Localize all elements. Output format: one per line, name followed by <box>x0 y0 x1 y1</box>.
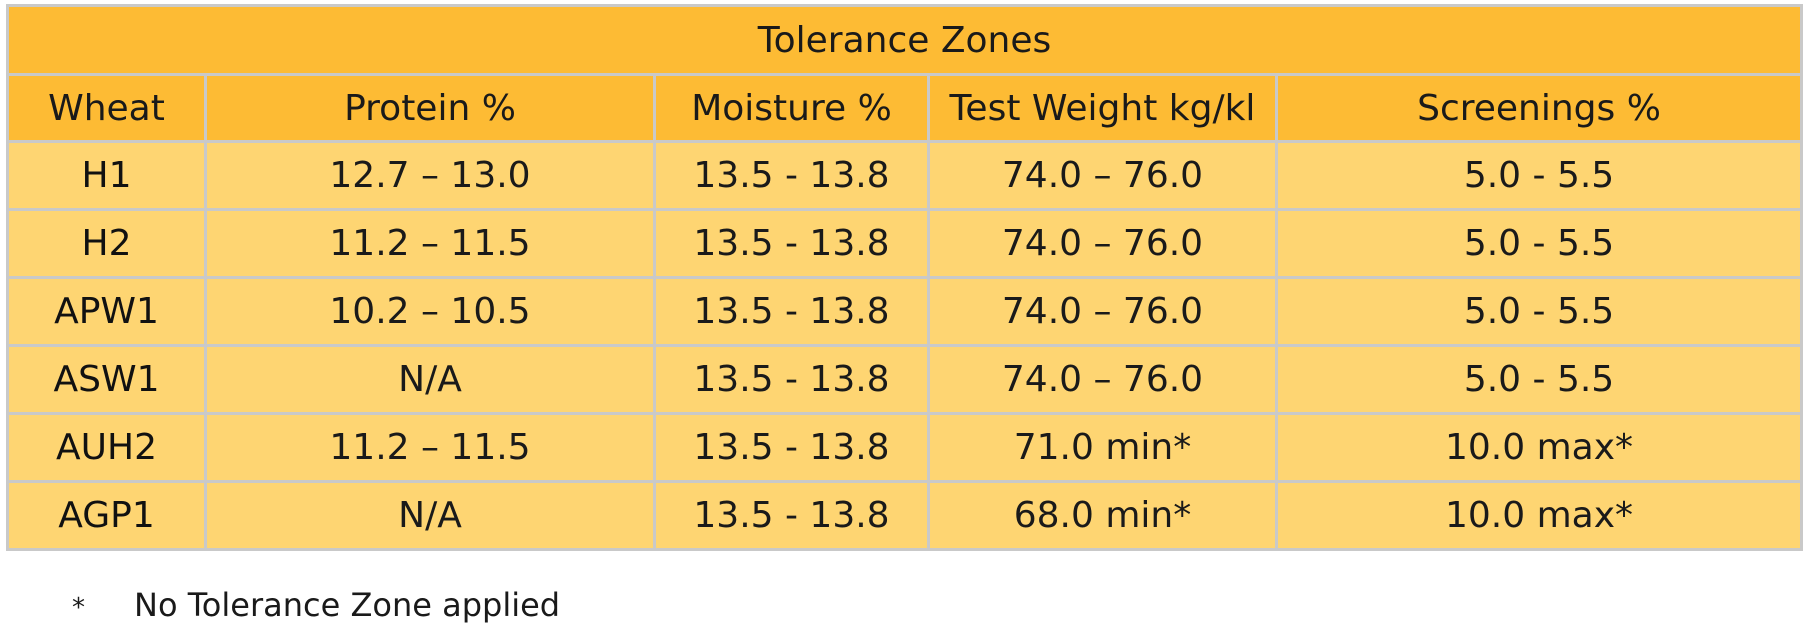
table-title: Tolerance Zones <box>5 4 1804 76</box>
screenings-cell: 5.0 - 5.5 <box>1274 276 1804 347</box>
moisture-cell: 13.5 - 13.8 <box>653 480 930 551</box>
table-row: AUH2 11.2 – 11.5 13.5 - 13.8 71.0 min* 1… <box>6 412 1804 483</box>
moisture-cell: 13.5 - 13.8 <box>653 140 930 211</box>
table-row: H2 11.2 – 11.5 13.5 - 13.8 74.0 – 76.0 5… <box>6 208 1804 279</box>
moisture-cell: 13.5 - 13.8 <box>653 412 930 483</box>
table-title-row: Tolerance Zones <box>5 4 1804 76</box>
table-row: H1 12.7 – 13.0 13.5 - 13.8 74.0 – 76.0 5… <box>6 140 1804 211</box>
tolerance-zones-table-wrapper: Tolerance Zones Wheat Protein % Moisture… <box>5 4 1804 551</box>
wheat-cell: AUH2 <box>6 412 207 483</box>
protein-cell: 10.2 – 10.5 <box>204 276 656 347</box>
footnote-marker: * <box>72 593 85 623</box>
test-weight-cell: 68.0 min* <box>927 480 1278 551</box>
wheat-cell: ASW1 <box>6 344 207 415</box>
test-weight-cell: 71.0 min* <box>927 412 1278 483</box>
screenings-cell: 10.0 max* <box>1274 412 1804 483</box>
protein-cell: 11.2 – 11.5 <box>204 412 656 483</box>
wheat-cell: H1 <box>6 140 207 211</box>
wheat-cell: H2 <box>6 208 207 279</box>
moisture-cell: 13.5 - 13.8 <box>653 344 930 415</box>
wheat-cell: APW1 <box>6 276 207 347</box>
test-weight-cell: 74.0 – 76.0 <box>927 208 1278 279</box>
column-header-moisture: Moisture % <box>653 73 930 143</box>
test-weight-cell: 74.0 – 76.0 <box>927 276 1278 347</box>
column-header-wheat: Wheat <box>6 73 207 143</box>
protein-cell: 11.2 – 11.5 <box>204 208 656 279</box>
table-header-row: Wheat Protein % Moisture % Test Weight k… <box>6 73 1804 143</box>
column-header-screenings: Screenings % <box>1274 73 1804 143</box>
test-weight-cell: 74.0 – 76.0 <box>927 140 1278 211</box>
footnote: * No Tolerance Zone applied <box>72 586 560 624</box>
table-row: ASW1 N/A 13.5 - 13.8 74.0 – 76.0 5.0 - 5… <box>6 344 1804 415</box>
protein-cell: N/A <box>204 480 656 551</box>
screenings-cell: 5.0 - 5.5 <box>1274 208 1804 279</box>
footnote-text: No Tolerance Zone applied <box>134 586 561 624</box>
column-header-protein: Protein % <box>204 73 656 143</box>
screenings-cell: 5.0 - 5.5 <box>1274 140 1804 211</box>
test-weight-cell: 74.0 – 76.0 <box>927 344 1278 415</box>
protein-cell: 12.7 – 13.0 <box>204 140 656 211</box>
table-row: AGP1 N/A 13.5 - 13.8 68.0 min* 10.0 max* <box>6 480 1804 551</box>
moisture-cell: 13.5 - 13.8 <box>653 208 930 279</box>
table-row: APW1 10.2 – 10.5 13.5 - 13.8 74.0 – 76.0… <box>6 276 1804 347</box>
screenings-cell: 5.0 - 5.5 <box>1274 344 1804 415</box>
tolerance-zones-table: Tolerance Zones Wheat Protein % Moisture… <box>5 4 1804 551</box>
protein-cell: N/A <box>204 344 656 415</box>
column-header-test-weight: Test Weight kg/kl <box>927 73 1278 143</box>
wheat-cell: AGP1 <box>6 480 207 551</box>
moisture-cell: 13.5 - 13.8 <box>653 276 930 347</box>
screenings-cell: 10.0 max* <box>1274 480 1804 551</box>
